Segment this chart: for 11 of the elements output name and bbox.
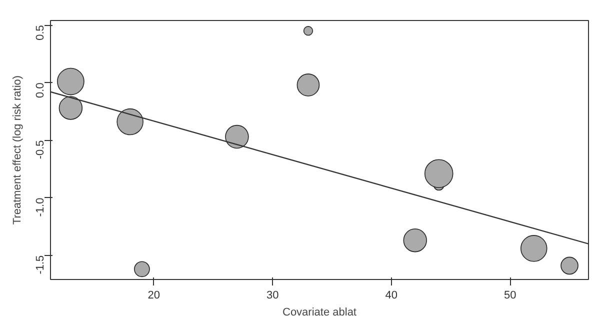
y-tick-label: -1.5	[34, 255, 46, 274]
x-axis-title: Covariate ablat	[282, 306, 357, 318]
x-tick-label: 40	[385, 290, 398, 302]
y-axis-title: Treatment effect (log risk ratio)	[12, 75, 24, 225]
y-tick-label: -0.5	[34, 140, 46, 160]
y-tick-label: -1.0	[34, 198, 46, 217]
x-tick-label: 20	[148, 290, 160, 302]
x-tick-label: 30	[266, 290, 279, 302]
y-tick-label: 0.5	[34, 25, 46, 40]
x-tick-label: 50	[504, 290, 516, 302]
y-tick-label: 0.0	[34, 82, 46, 98]
